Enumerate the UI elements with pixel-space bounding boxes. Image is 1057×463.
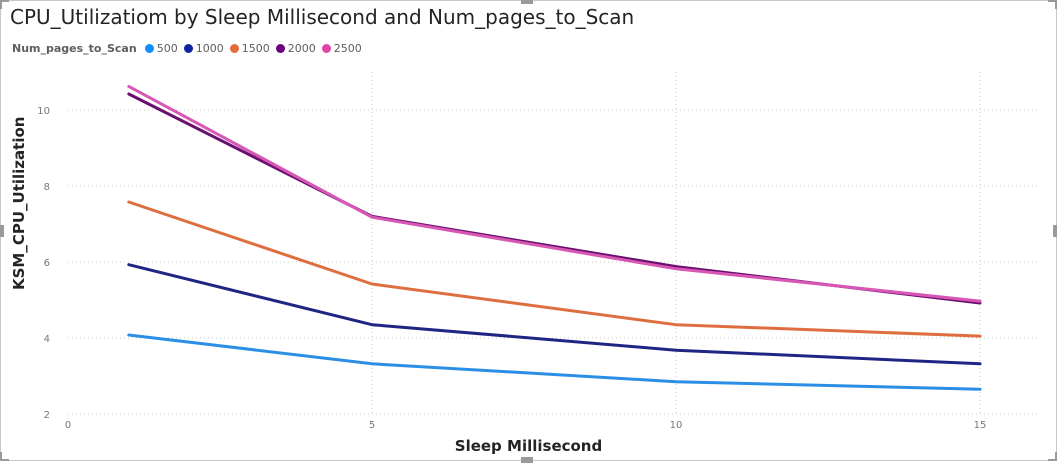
legend-item-1500[interactable]: 1500 [229,42,270,55]
resize-corner-top-right[interactable] [1048,0,1057,9]
legend-title: Num_pages_to_Scan [12,42,137,55]
x-axis-title: Sleep Millisecond [454,437,603,455]
y-tick-label-4: 4 [44,334,50,345]
legend-marker-500 [144,44,154,53]
resize-handle-right[interactable] [1053,225,1057,237]
x-tick-label-5: 5 [369,420,375,431]
legend-item-2000[interactable]: 2000 [275,42,316,55]
resize-corner-bottom-left[interactable] [0,452,9,461]
x-tick-label-10: 10 [670,420,683,431]
legend-item-500[interactable]: 500 [144,42,178,55]
resize-handle-top[interactable] [521,0,533,4]
chart-legend: Num_pages_to_Scan 500 1000 1500 2000 250… [12,42,368,55]
legend-marker-1000 [183,44,193,53]
legend-label-2000: 2000 [287,42,316,55]
axis-ticks: 2 4 6 8 10 0 5 10 15 [37,106,986,431]
legend-label-500: 500 [156,42,178,55]
series-line-2000[interactable] [127,92,982,305]
series-line-1500[interactable] [127,200,982,338]
series-line-1000[interactable] [127,263,982,366]
resize-handle-left[interactable] [0,225,4,237]
legend-label-1500: 1500 [241,42,270,55]
legend-item-1000[interactable]: 1000 [183,42,224,55]
legend-item-2500[interactable]: 2500 [321,42,362,55]
legend-marker-2000 [275,44,285,53]
series-line-2500[interactable] [127,84,982,303]
gridlines [68,72,1040,415]
legend-label-2500: 2500 [333,42,362,55]
x-tick-label-15: 15 [974,420,987,431]
y-tick-label-6: 6 [44,258,50,269]
series-line-500[interactable] [127,333,982,391]
resize-corner-bottom-right[interactable] [1048,452,1057,461]
x-tick-label-0: 0 [65,420,71,431]
resize-corner-top-left[interactable] [0,0,9,9]
legend-label-1000: 1000 [195,42,224,55]
y-tick-label-10: 10 [37,106,50,117]
series-lines [127,84,982,391]
y-tick-label-2: 2 [44,410,50,421]
chart-title: CPU_Utilizatiom by Sleep Millisecond and… [10,5,635,29]
legend-marker-2500 [321,44,331,53]
resize-handle-bottom[interactable] [521,457,533,463]
legend-marker-1500 [229,44,239,53]
y-tick-label-8: 8 [44,182,50,193]
